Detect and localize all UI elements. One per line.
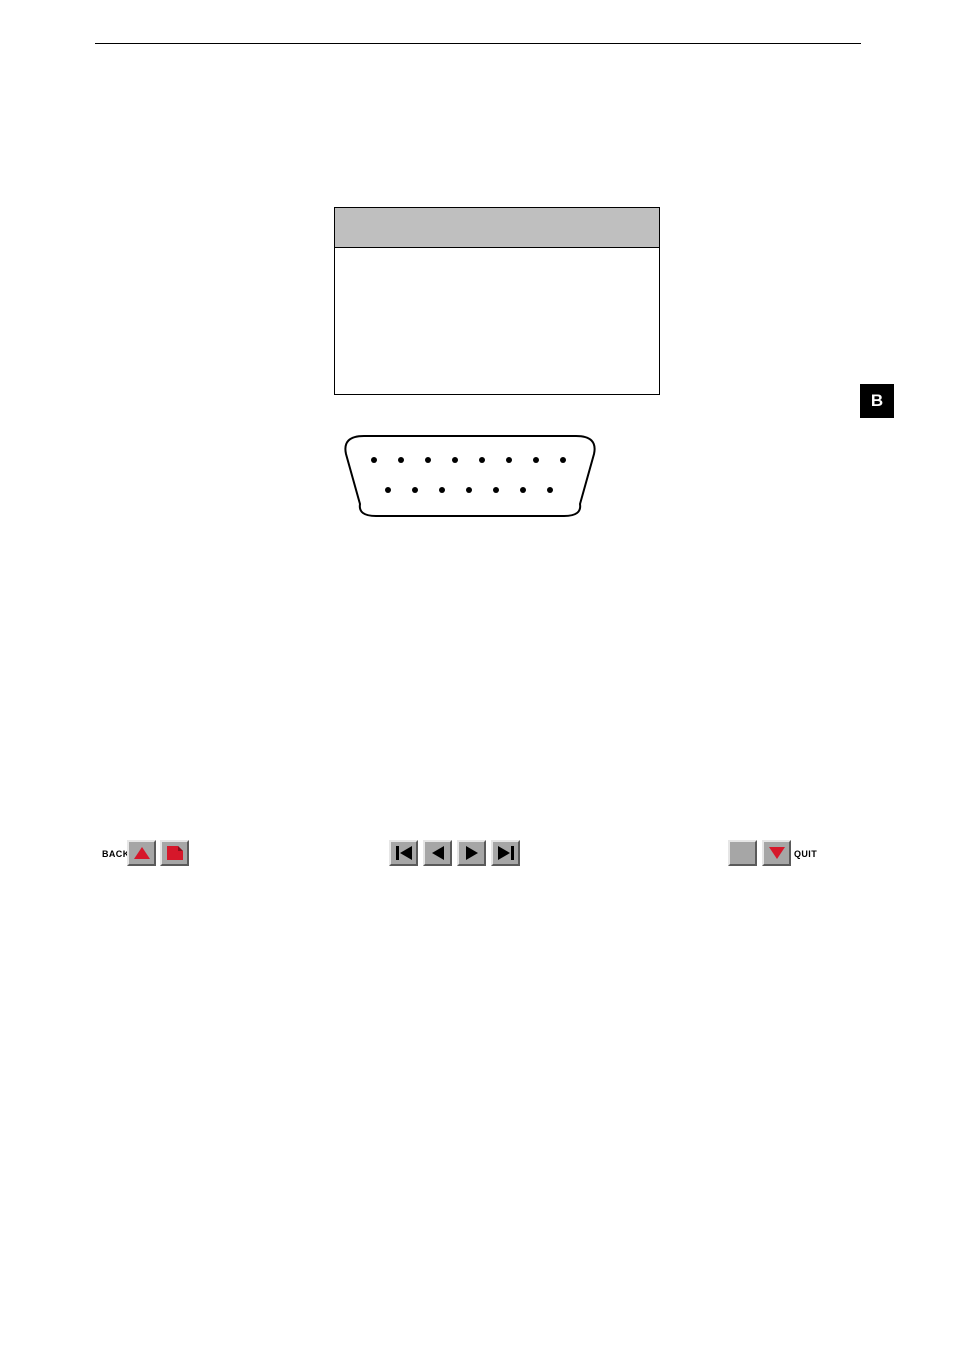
back-label: BACK bbox=[102, 849, 130, 859]
next-page-button[interactable] bbox=[457, 840, 486, 866]
triangle-down-icon bbox=[768, 846, 786, 860]
note-button[interactable] bbox=[160, 840, 189, 866]
last-icon bbox=[497, 845, 515, 861]
triangle-up-icon bbox=[133, 846, 151, 860]
dsub-connector-diagram bbox=[338, 432, 602, 520]
quit-label: QUIT bbox=[794, 849, 817, 859]
first-page-button[interactable] bbox=[389, 840, 418, 866]
back-button[interactable] bbox=[127, 840, 156, 866]
last-page-button[interactable] bbox=[491, 840, 520, 866]
footer-nav: BACK bbox=[102, 840, 832, 870]
quit-button[interactable] bbox=[762, 840, 791, 866]
blank-button[interactable] bbox=[728, 840, 757, 866]
prev-icon bbox=[429, 845, 447, 861]
spec-table-header bbox=[335, 208, 659, 248]
spec-table bbox=[334, 207, 660, 395]
section-tab-label: B bbox=[871, 391, 883, 411]
top-rule bbox=[95, 43, 861, 44]
next-icon bbox=[463, 845, 481, 861]
note-icon bbox=[166, 845, 184, 861]
first-icon bbox=[395, 845, 413, 861]
prev-page-button[interactable] bbox=[423, 840, 452, 866]
section-tab: B bbox=[860, 384, 894, 418]
